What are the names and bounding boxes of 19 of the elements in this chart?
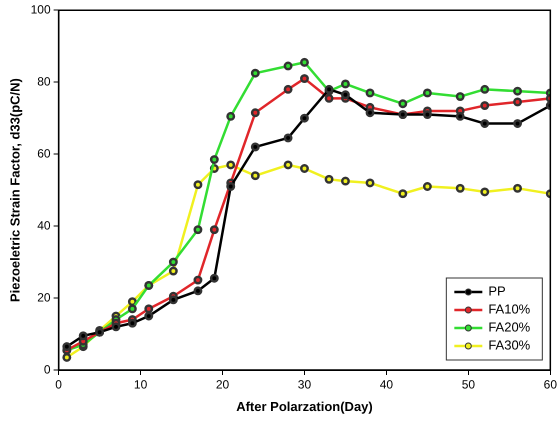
- legend-label: FA10%: [488, 302, 531, 317]
- x-axis-title: After Polarzation(Day): [236, 398, 373, 414]
- legend-label: FA30%: [488, 338, 531, 353]
- y-tick-label: 60: [37, 146, 51, 160]
- legend-label: FA20%: [488, 320, 531, 335]
- x-tick-label: 40: [380, 378, 394, 392]
- x-tick-label: 30: [298, 378, 312, 392]
- legend-label: PP: [488, 284, 506, 299]
- x-tick-label: 50: [462, 378, 476, 392]
- y-tick-label: 100: [30, 2, 51, 17]
- y-tick-label: 0: [44, 362, 51, 376]
- x-tick-label: 10: [134, 378, 148, 392]
- x-tick-label: 0: [55, 378, 62, 392]
- y-tick-label: 80: [37, 74, 51, 88]
- x-tick-label: 20: [216, 378, 230, 392]
- y-axis-title: Piezoeletric Strain Factor, d33(pC/N): [7, 78, 22, 302]
- x-tick-label: 60: [544, 378, 558, 392]
- y-tick-label: 20: [37, 290, 51, 304]
- y-tick-label: 40: [37, 218, 51, 232]
